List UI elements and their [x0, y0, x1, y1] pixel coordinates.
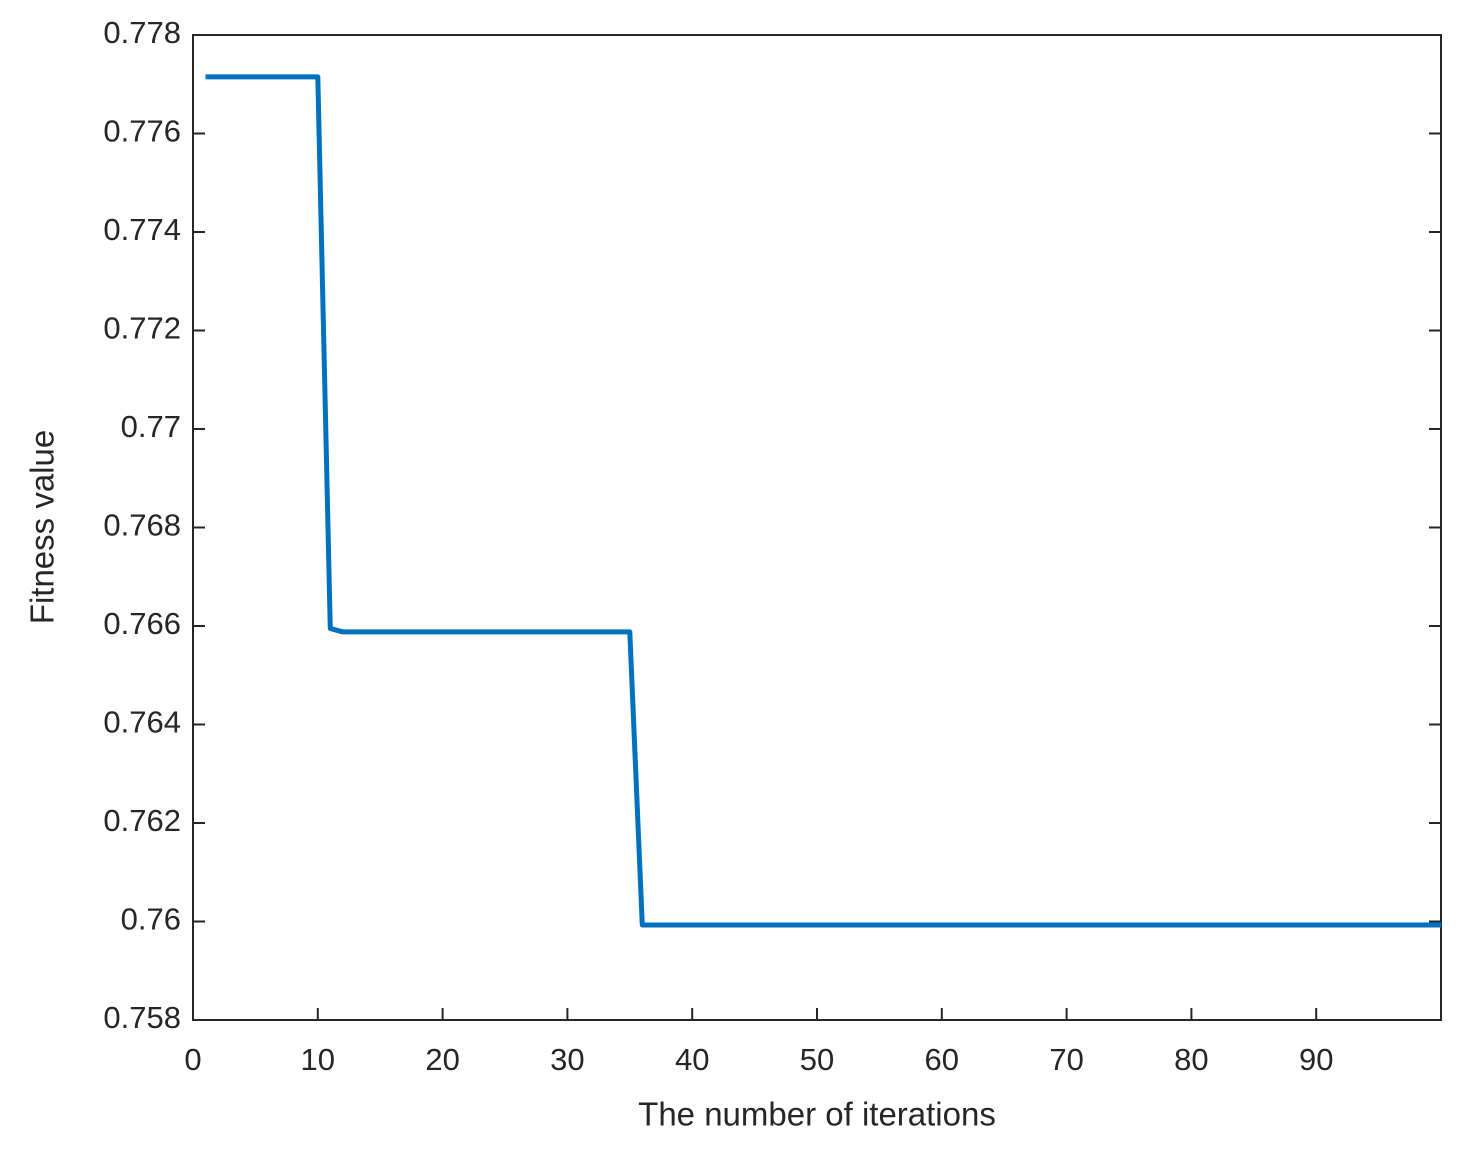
y-tick-label: 0.762	[103, 803, 181, 838]
y-tick-label: 0.77	[121, 409, 181, 444]
x-tick-label: 20	[425, 1042, 459, 1077]
y-tick-label: 0.766	[103, 606, 181, 641]
y-axis-title: Fitness value	[24, 430, 61, 624]
y-tick-label: 0.768	[103, 508, 181, 543]
x-tick-label: 40	[675, 1042, 709, 1077]
x-tick-label: 0	[184, 1042, 201, 1077]
y-tick-label: 0.776	[103, 114, 181, 149]
x-axis-title: The number of iterations	[638, 1096, 996, 1133]
y-tick-label: 0.76	[121, 902, 181, 937]
x-tick-label: 10	[301, 1042, 335, 1077]
x-tick-label: 30	[550, 1042, 584, 1077]
y-tick-label: 0.764	[103, 705, 181, 740]
plot-frame	[192, 34, 1442, 1021]
x-tick-label: 90	[1299, 1042, 1333, 1077]
x-tick-label: 60	[925, 1042, 959, 1077]
x-tick-label: 70	[1049, 1042, 1083, 1077]
line	[205, 74, 1441, 928]
y-tick-label: 0.758	[103, 1000, 181, 1035]
y-tick-label: 0.774	[103, 212, 181, 247]
x-tick-label: 80	[1174, 1042, 1208, 1077]
y-tick-label: 0.778	[103, 15, 181, 50]
y-tick-label: 0.772	[103, 311, 181, 346]
x-tick-label: 50	[800, 1042, 834, 1077]
